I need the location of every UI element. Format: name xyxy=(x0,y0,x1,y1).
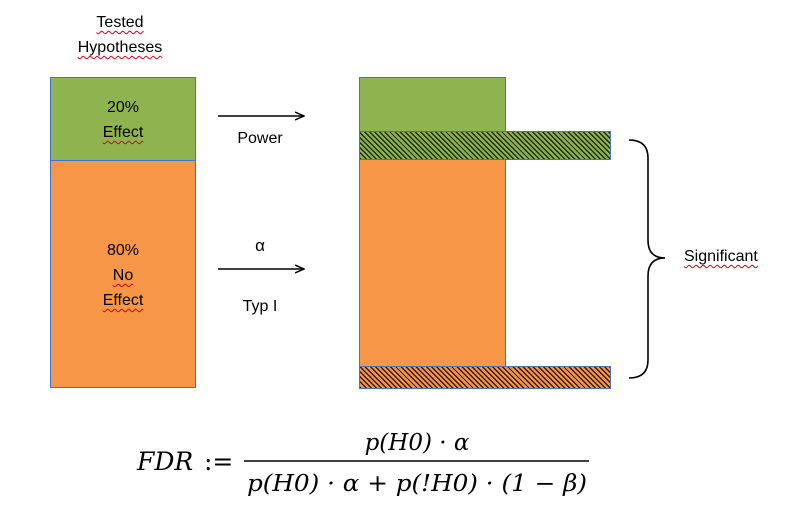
not-significant-no-effect-box xyxy=(359,160,506,368)
effect-label: Effect xyxy=(102,124,144,141)
formula-denominator: p(H0) · α + p(!H0) · (1 − β) xyxy=(247,471,587,497)
effect-percent: 20% xyxy=(106,99,140,116)
formula-numerator: p(H0) · α xyxy=(365,430,470,456)
no-effect-percent: 80% xyxy=(106,242,140,259)
title-line-1: Tested xyxy=(96,14,144,31)
significant-brace xyxy=(628,139,666,379)
type1-label: Typ I xyxy=(242,298,278,315)
title-line-2: Hypotheses xyxy=(77,39,163,56)
power-label: Power xyxy=(237,130,283,147)
title-block: Tested Hypotheses xyxy=(40,10,200,60)
true-positive-hatch xyxy=(359,131,611,160)
false-positive-hatch xyxy=(359,366,611,389)
significant-label-wrap: Significant xyxy=(684,245,758,269)
fdr-formula: FDR := p(H0) · α p(H0) · α + p(!H0) · (1… xyxy=(136,430,589,497)
formula-assign: := xyxy=(204,447,233,476)
alpha-symbol: α xyxy=(255,236,265,255)
significant-label: Significant xyxy=(684,248,758,265)
no-effect-label-2: Effect xyxy=(102,292,144,309)
formula-lhs: FDR xyxy=(136,447,193,476)
effect-box: 20% Effect xyxy=(50,77,196,161)
no-effect-label-1: No xyxy=(112,267,134,284)
significant-effect-box xyxy=(359,77,506,132)
no-effect-box: 80% No Effect xyxy=(50,160,196,388)
